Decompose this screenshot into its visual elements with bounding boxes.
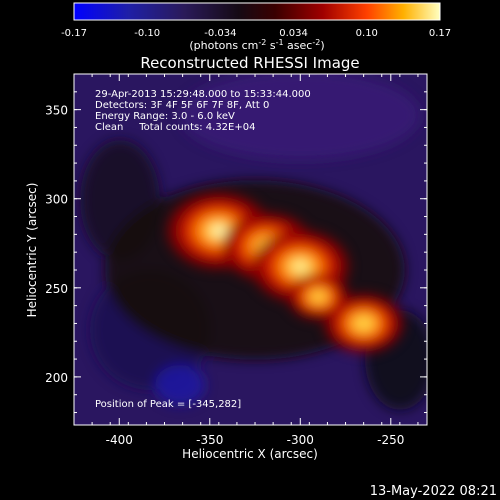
x-tick-label: -300 xyxy=(287,433,314,447)
emission-source xyxy=(358,319,369,328)
emission-source xyxy=(293,261,307,272)
colorbar-tick-label: -0.10 xyxy=(134,28,160,39)
colorbar-tick-label: 0.17 xyxy=(429,28,451,39)
x-tick-label: -250 xyxy=(377,433,404,447)
emission-source xyxy=(212,225,226,236)
plot-frame xyxy=(73,73,428,426)
colorbar-tick-label: -0.034 xyxy=(204,28,236,39)
annotation-clean: Clean Total counts: 4.32E+04 xyxy=(95,122,255,133)
footer-timestamp: 13-May-2022 08:21 xyxy=(370,484,497,499)
chart-title: Reconstructed RHESSI Image xyxy=(140,54,359,72)
colorbar-tick-label: 0.034 xyxy=(279,28,308,39)
x-tick-label: -350 xyxy=(196,433,223,447)
y-tick-label: 350 xyxy=(45,104,68,118)
colorbar-units: (photons cm-2 s-1 asec-2) xyxy=(189,38,324,52)
colorbar-tick-label: 0.10 xyxy=(356,28,378,39)
heatmap-image xyxy=(74,74,427,425)
annotation-detectors: Detectors: 3F 4F 5F 6F 7F 8F, Att 0 xyxy=(95,100,269,111)
y-axis-label: Heliocentric Y (arcsec) xyxy=(25,183,39,318)
y-tick-label: 250 xyxy=(45,282,68,296)
x-tick-label: -400 xyxy=(106,433,133,447)
axis-ticks: -400 -350 -300 -250 200 250 300 350 xyxy=(45,73,427,447)
y-tick-label: 300 xyxy=(45,193,68,207)
annotation-time-range: 29-Apr-2013 15:29:48.000 to 15:33:44.000 xyxy=(95,89,311,100)
y-tick-label: 200 xyxy=(45,371,68,385)
annotation-peak: Position of Peak = [-345,282] xyxy=(95,399,241,410)
colorbar xyxy=(73,2,441,21)
annotation-energy: Energy Range: 3.0 - 6.0 keV xyxy=(95,111,235,122)
emission-source xyxy=(309,290,328,304)
x-axis-label: Heliocentric X (arcsec) xyxy=(182,447,318,461)
colorbar-ticks: -0.17 -0.10 -0.034 0.034 0.10 0.17 xyxy=(61,28,451,39)
colorbar-tick-label: -0.17 xyxy=(61,28,87,39)
